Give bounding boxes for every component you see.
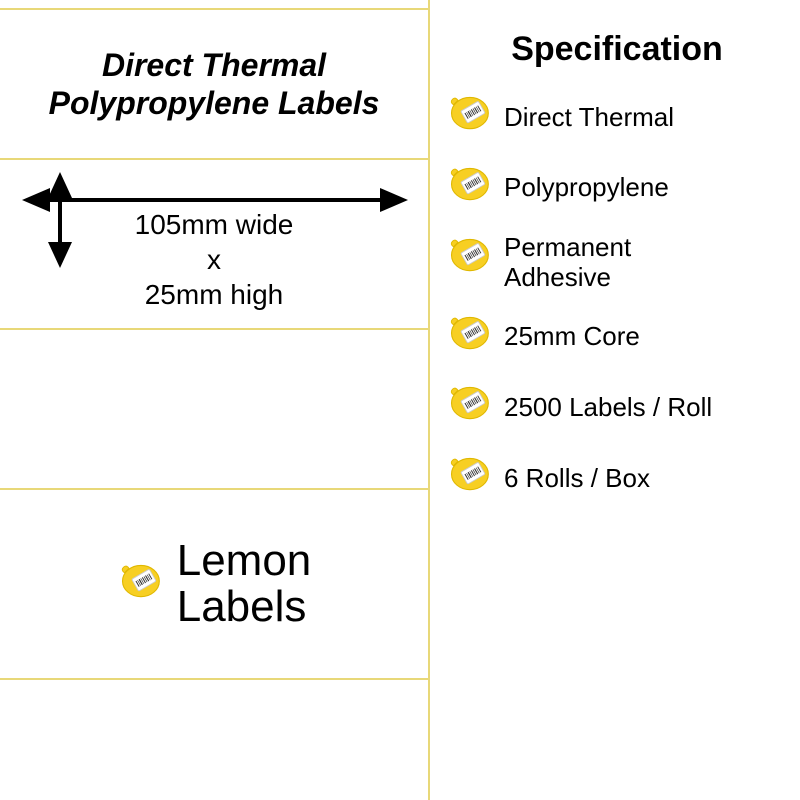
- label-strip-blank: [0, 330, 428, 490]
- lemon-bullet-icon: [446, 452, 492, 505]
- label-strip-top: [0, 0, 428, 10]
- product-infographic: Direct Thermal Polypropylene Labels 105m…: [0, 0, 800, 800]
- dimension-height: 25mm high: [135, 277, 294, 312]
- dimensions-text: 105mm wide x 25mm high: [135, 207, 294, 312]
- spec-item: Direct Thermal: [446, 91, 788, 144]
- label-strip-dimensions: 105mm wide x 25mm high: [0, 160, 428, 330]
- brand-lockup: Lemon Labels: [117, 538, 312, 630]
- spec-item: 25mm Core: [446, 311, 788, 364]
- spec-item-text: PermanentAdhesive: [504, 233, 631, 293]
- specification-list: Direct Thermal Polypropylene PermanentAdhe…: [446, 91, 788, 505]
- spec-item-text: 6 Rolls / Box: [504, 464, 650, 494]
- dimension-width: 105mm wide: [135, 207, 294, 242]
- spec-item: 6 Rolls / Box: [446, 452, 788, 505]
- label-strip-bottom: [0, 680, 428, 790]
- spec-item: PermanentAdhesive: [446, 233, 788, 293]
- spec-item-text: Polypropylene: [504, 173, 669, 203]
- spec-item: 2500 Labels / Roll: [446, 381, 788, 434]
- spec-item-text: 25mm Core: [504, 322, 640, 352]
- lemon-bullet-icon: [446, 233, 492, 286]
- brand-line2: Labels: [177, 584, 312, 630]
- label-strip-title: Direct Thermal Polypropylene Labels: [0, 10, 428, 160]
- brand-name: Lemon Labels: [177, 538, 312, 630]
- specification-heading: Specification: [446, 30, 788, 69]
- product-title: Direct Thermal Polypropylene Labels: [12, 46, 416, 123]
- spec-item-text: Direct Thermal: [504, 103, 674, 133]
- specification-panel: Specification Direct Thermal Polypropylen…: [430, 0, 800, 800]
- spec-item: Polypropylene: [446, 162, 788, 215]
- lemon-bullet-icon: [446, 311, 492, 364]
- lemon-bullet-icon: [446, 162, 492, 215]
- label-roll-panel: Direct Thermal Polypropylene Labels 105m…: [0, 0, 430, 800]
- brand-line1: Lemon: [177, 538, 312, 584]
- lemon-bullet-icon: [446, 91, 492, 144]
- dimension-joiner: x: [135, 242, 294, 277]
- lemon-bullet-icon: [446, 381, 492, 434]
- spec-item-text: 2500 Labels / Roll: [504, 393, 712, 423]
- label-strip-brand: Lemon Labels: [0, 490, 428, 680]
- lemon-brand-icon: [117, 559, 163, 610]
